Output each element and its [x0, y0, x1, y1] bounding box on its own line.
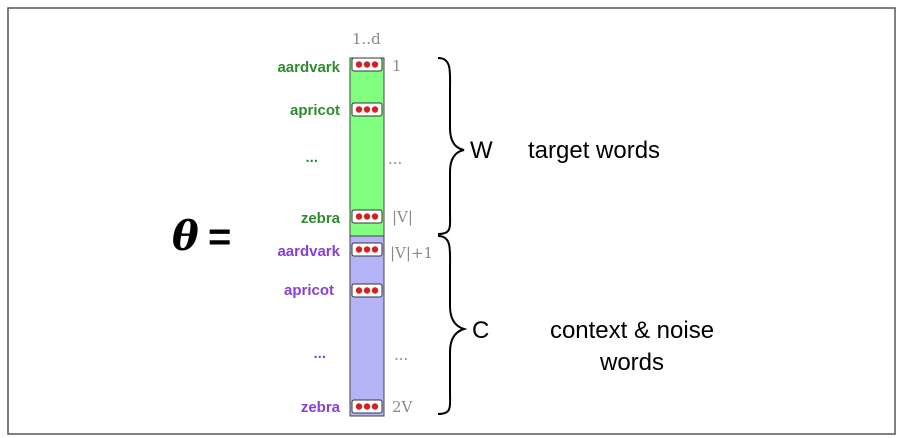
- theta-symbol: θ: [172, 213, 199, 260]
- context-word-ellipsis: ...: [313, 345, 326, 362]
- target-word-ellipsis: ...: [305, 149, 318, 166]
- outer-frame: [7, 7, 896, 435]
- target-index-first: 1: [392, 57, 402, 75]
- equals-sign: =: [208, 215, 231, 259]
- embedding-vector-icon: [351, 57, 383, 72]
- embedding-vector-icon: [351, 242, 383, 257]
- column-header: 1..d: [352, 30, 381, 48]
- target-word-zebra: zebra: [301, 210, 341, 227]
- context-index-ellipsis: ...: [394, 346, 408, 364]
- context-word-apricot: apricot: [284, 282, 334, 299]
- context-index-first: |V|+1: [390, 244, 433, 262]
- context-matrix-letter: C: [472, 317, 489, 344]
- context-index-last: 2V: [392, 398, 414, 416]
- target-word-aardvark: aardvark: [277, 59, 340, 76]
- embedding-vector-icon: [351, 399, 383, 414]
- embedding-vector-icon: [351, 283, 383, 298]
- target-brace-icon: [437, 57, 465, 235]
- target-block: [349, 57, 385, 237]
- context-brace-icon: [437, 235, 468, 415]
- embedding-vector-icon: [351, 102, 383, 117]
- context-block: [349, 235, 385, 417]
- target-matrix-letter: W: [470, 137, 493, 164]
- target-index-last: |V|: [392, 208, 413, 226]
- embedding-vector-icon: [351, 209, 383, 224]
- context-word-aardvark: aardvark: [277, 243, 340, 260]
- target-rows: aardvark apricot ... zebra 1 ... |V|: [277, 57, 413, 227]
- target-words-label: target words: [528, 137, 660, 164]
- target-word-apricot: apricot: [290, 102, 340, 119]
- context-rows: aardvark apricot ... zebra |V|+1 ... 2V: [277, 242, 433, 416]
- context-words-label-line2: words: [599, 349, 664, 376]
- context-word-zebra: zebra: [301, 399, 341, 416]
- context-words-label-line1: context & noise: [550, 317, 714, 344]
- target-index-ellipsis: ...: [388, 150, 402, 168]
